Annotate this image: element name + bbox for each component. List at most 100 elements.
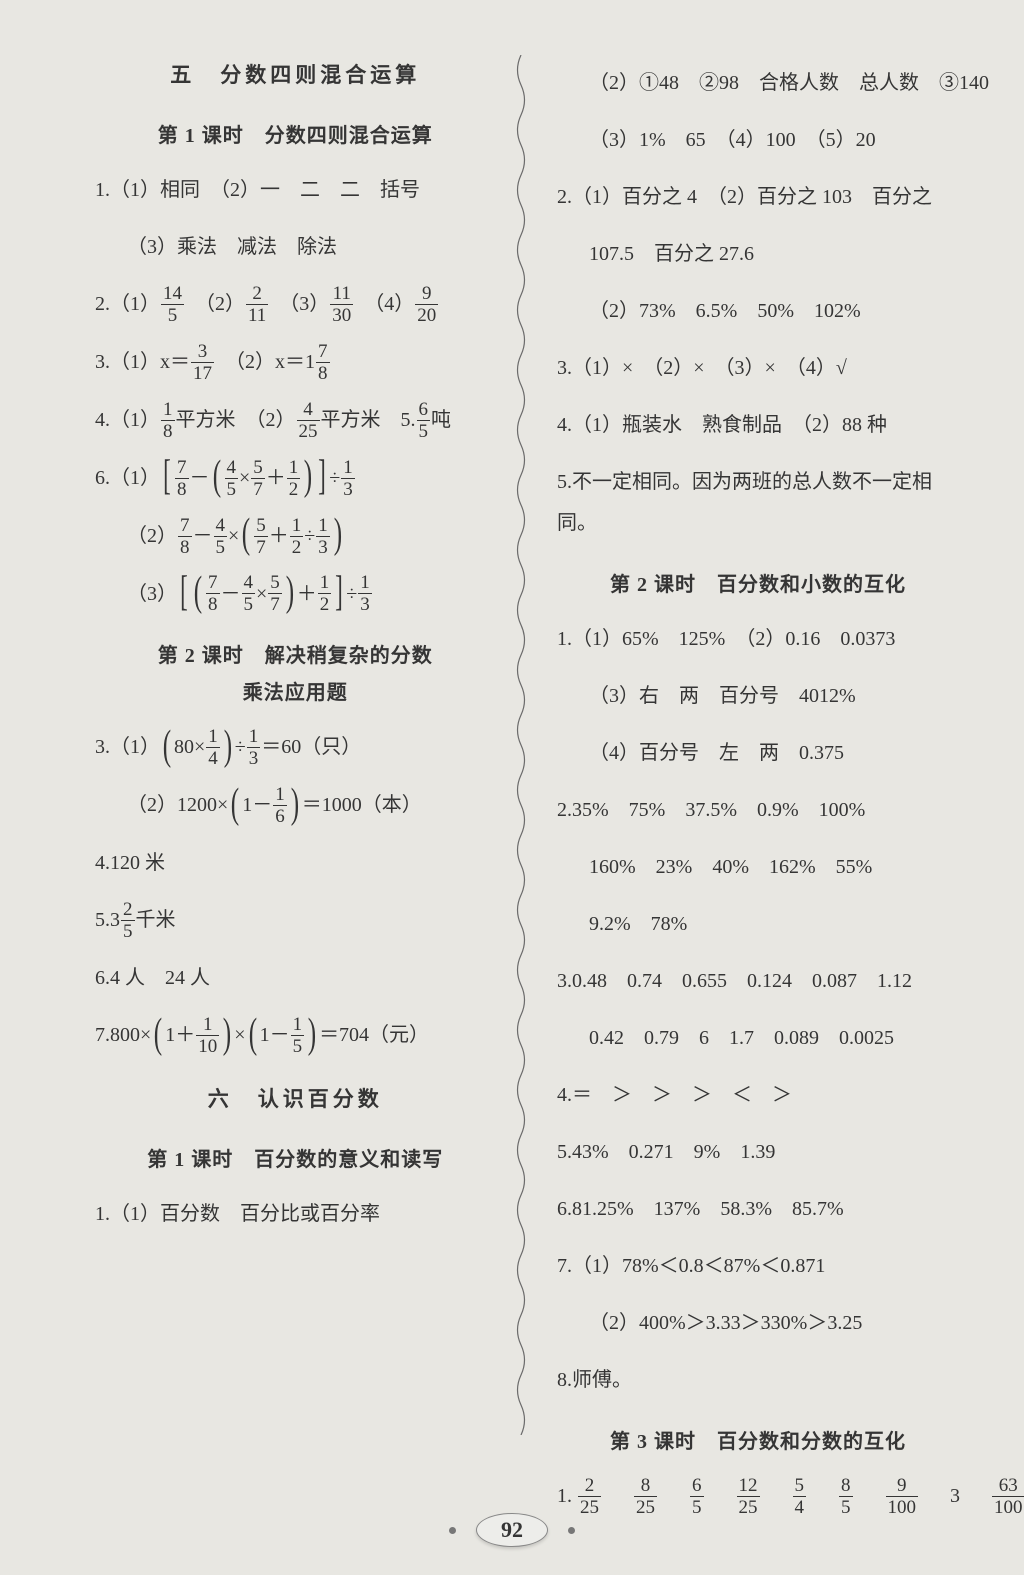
fraction: 57 [251, 458, 265, 499]
answer-line: 0.42 0.79 6 1.7 0.089 0.0025 [557, 1018, 959, 1059]
fraction: 78 [206, 573, 220, 614]
chapter-heading: 五 分数四则混合运算 [95, 59, 495, 89]
fraction: 25 [121, 900, 135, 941]
text: ＝60（只） [261, 736, 361, 758]
lesson-heading: 第 2 课时 解决稍复杂的分数 [95, 639, 495, 668]
fraction: 18 [161, 400, 175, 441]
fraction: 12 [287, 458, 301, 499]
answer-line: 1.（1）百分数 百分比或百分率 [95, 1194, 495, 1235]
answer-line: 1. 225 825 65 1225 54 85 9100 3 63100 [557, 1476, 959, 1518]
fraction: 13 [247, 727, 261, 768]
answer-line: 9.2% 78% [557, 904, 959, 945]
fraction: 225 [578, 1476, 601, 1517]
text: 6.（1） [95, 467, 160, 489]
fraction: 45 [225, 458, 239, 499]
left-column: 五 分数四则混合运算 第 1 课时 分数四则混合运算 1.（1）相同 （2）一 … [95, 55, 513, 1435]
text: （4） [354, 293, 414, 315]
fraction: 16 [273, 785, 287, 826]
answer-line: 8.师傅。 [557, 1360, 959, 1401]
fraction: 45 [242, 573, 256, 614]
answer-line: 107.5 百分之 27.6 [557, 234, 959, 275]
fraction: 13 [341, 458, 355, 499]
answer-line: （2）1200×(1－16)＝1000（本） [95, 785, 495, 827]
answer-line: 2.35% 75% 37.5% 0.9% 100% [557, 790, 959, 831]
fraction: 63100 [992, 1476, 1024, 1517]
text: 吨 [431, 409, 451, 431]
answer-line: （2）400%＞3.33＞330%＞3.25 [557, 1303, 959, 1344]
text: 1. [557, 1485, 572, 1507]
fraction: 57 [254, 516, 268, 557]
fraction: 85 [839, 1476, 853, 1517]
answer-line: 6.81.25% 137% 58.3% 85.7% [557, 1189, 959, 1230]
answer-line: 4.120 米 [95, 843, 495, 884]
fraction: 78 [316, 342, 330, 383]
fraction: 425 [297, 400, 320, 441]
answer-line: 2.（1）145 （2）211 （3）1130 （4）920 [95, 284, 495, 326]
answer-line: 6.4 人 24 人 [95, 958, 495, 999]
text: （3） [127, 583, 177, 605]
fraction: 78 [175, 458, 189, 499]
answer-line: 6.（1）[78－(45×57＋12)]÷13 [95, 458, 495, 500]
text: 4.（1） [95, 409, 160, 431]
text: × [234, 1024, 245, 1046]
text: 平方米 （2） [176, 409, 296, 431]
answer-line: 3.（1）× （2）× （3）× （4）√ [557, 348, 959, 389]
answer-line: 3.（1）x＝317 （2）x＝178 [95, 342, 495, 384]
text: 3.（1） [95, 736, 160, 758]
lesson-heading: 乘法应用题 [95, 676, 495, 705]
answer-line: （3）1% 65 （4）100 （5）20 [557, 120, 959, 161]
fraction: 13 [358, 573, 372, 614]
answer-line: （2）73% 6.5% 50% 102% [557, 291, 959, 332]
answer-line: 7.800×(1＋110)×(1－15)＝704（元） [95, 1015, 495, 1057]
fraction: 57 [268, 573, 282, 614]
answer-line: 1.（1）相同 （2）一 二 二 括号 [95, 170, 495, 211]
fraction: 9100 [886, 1476, 919, 1517]
fraction: 65 [690, 1476, 704, 1517]
text: 千米 [136, 909, 176, 931]
text: ÷ [235, 736, 246, 758]
fraction: 65 [417, 400, 431, 441]
answer-line: 4.（1）18平方米 （2）425平方米 5.65吨 [95, 400, 495, 442]
lesson-heading: 第 2 课时 百分数和小数的互化 [557, 568, 959, 597]
answer-line: 160% 23% 40% 162% 55% [557, 847, 959, 888]
fraction: 14 [206, 727, 220, 768]
answer-line: 5.43% 0.271 9% 1.39 [557, 1132, 959, 1173]
fraction: 1225 [737, 1476, 760, 1517]
text: （2）x＝1 [215, 351, 315, 373]
answer-line: 3.（1）(80×14)÷13＝60（只） [95, 727, 495, 769]
fraction: 15 [291, 1015, 305, 1056]
text: 1＋ [165, 1024, 195, 1046]
answer-line: 4.＝ ＞ ＞ ＞ ＜ ＞ [557, 1075, 959, 1116]
answer-line: （3）乘法 减法 除法 [95, 227, 495, 268]
fraction: 12 [318, 573, 332, 614]
fraction: 13 [316, 516, 330, 557]
text: 平方米 5. [321, 409, 416, 431]
lesson-heading: 第 1 课时 分数四则混合运算 [95, 119, 495, 148]
text: （2） [127, 525, 177, 547]
right-column: （2）①48 ②98 合格人数 总人数 ③140 （3）1% 65 （4）100… [529, 55, 959, 1435]
lesson-heading: 第 1 课时 百分数的意义和读写 [95, 1143, 495, 1172]
text: 5.3 [95, 909, 120, 931]
text: （2）1200× [127, 794, 228, 816]
text: 1－ [242, 794, 272, 816]
dot-icon [449, 1527, 456, 1534]
answer-line: （2）①48 ②98 合格人数 总人数 ③140 [557, 63, 959, 104]
text: 3.（1）x＝ [95, 351, 190, 373]
answer-line: （4）百分号 左 两 0.375 [557, 733, 959, 774]
page-number-value: 92 [476, 1513, 548, 1547]
chapter-heading: 六 认识百分数 [95, 1083, 495, 1113]
fraction: 145 [161, 284, 184, 325]
fraction: 317 [191, 342, 214, 383]
text: 3 [950, 1485, 960, 1507]
fraction: 1130 [330, 284, 353, 325]
answer-line: （3）右 两 百分号 4012% [557, 676, 959, 717]
fraction: 45 [214, 516, 228, 557]
page: 五 分数四则混合运算 第 1 课时 分数四则混合运算 1.（1）相同 （2）一 … [0, 0, 1024, 1575]
fraction: 78 [178, 516, 192, 557]
answer-line: （3）[(78－45×57)＋12]÷13 [95, 574, 495, 616]
text: 7.800× [95, 1024, 151, 1046]
answer-line: 5.325千米 [95, 900, 495, 942]
text: ＝1000（本） [302, 794, 422, 816]
wavy-divider-icon [514, 55, 528, 1435]
text: 1－ [260, 1024, 290, 1046]
